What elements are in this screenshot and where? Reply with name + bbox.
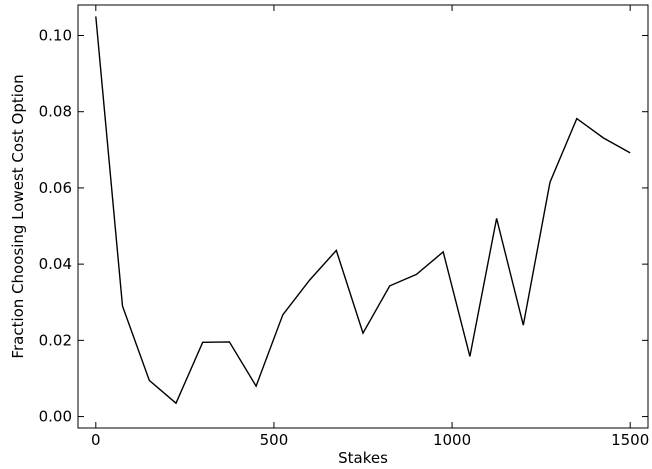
series-layer bbox=[95, 16, 631, 405]
y-tick-label: 0.10 bbox=[39, 26, 72, 44]
x-tick-label: 1500 bbox=[611, 431, 649, 449]
plot-area-frame bbox=[77, 4, 649, 429]
y-tick-label: 0.06 bbox=[39, 179, 72, 197]
y-axis-title: Fraction Choosing Lowest Cost Option bbox=[9, 74, 27, 358]
series-line bbox=[95, 16, 631, 405]
tick-labels-layer: 0 500 1000 1500 0.00 0.02 0.04 0.06 0.08 0.10 bbox=[39, 26, 650, 449]
x-tick-label: 0 bbox=[91, 431, 101, 449]
x-tick-label: 1000 bbox=[433, 431, 471, 449]
y-tick-label: 0.02 bbox=[39, 331, 72, 349]
x-axis-title: Stakes bbox=[338, 449, 388, 467]
x-tick-label: 500 bbox=[260, 431, 289, 449]
y-tick-label: 0.08 bbox=[39, 103, 72, 121]
y-tick-label: 0.04 bbox=[39, 255, 72, 273]
y-tick-label: 0.00 bbox=[39, 408, 72, 426]
ticks-layer bbox=[78, 5, 648, 428]
